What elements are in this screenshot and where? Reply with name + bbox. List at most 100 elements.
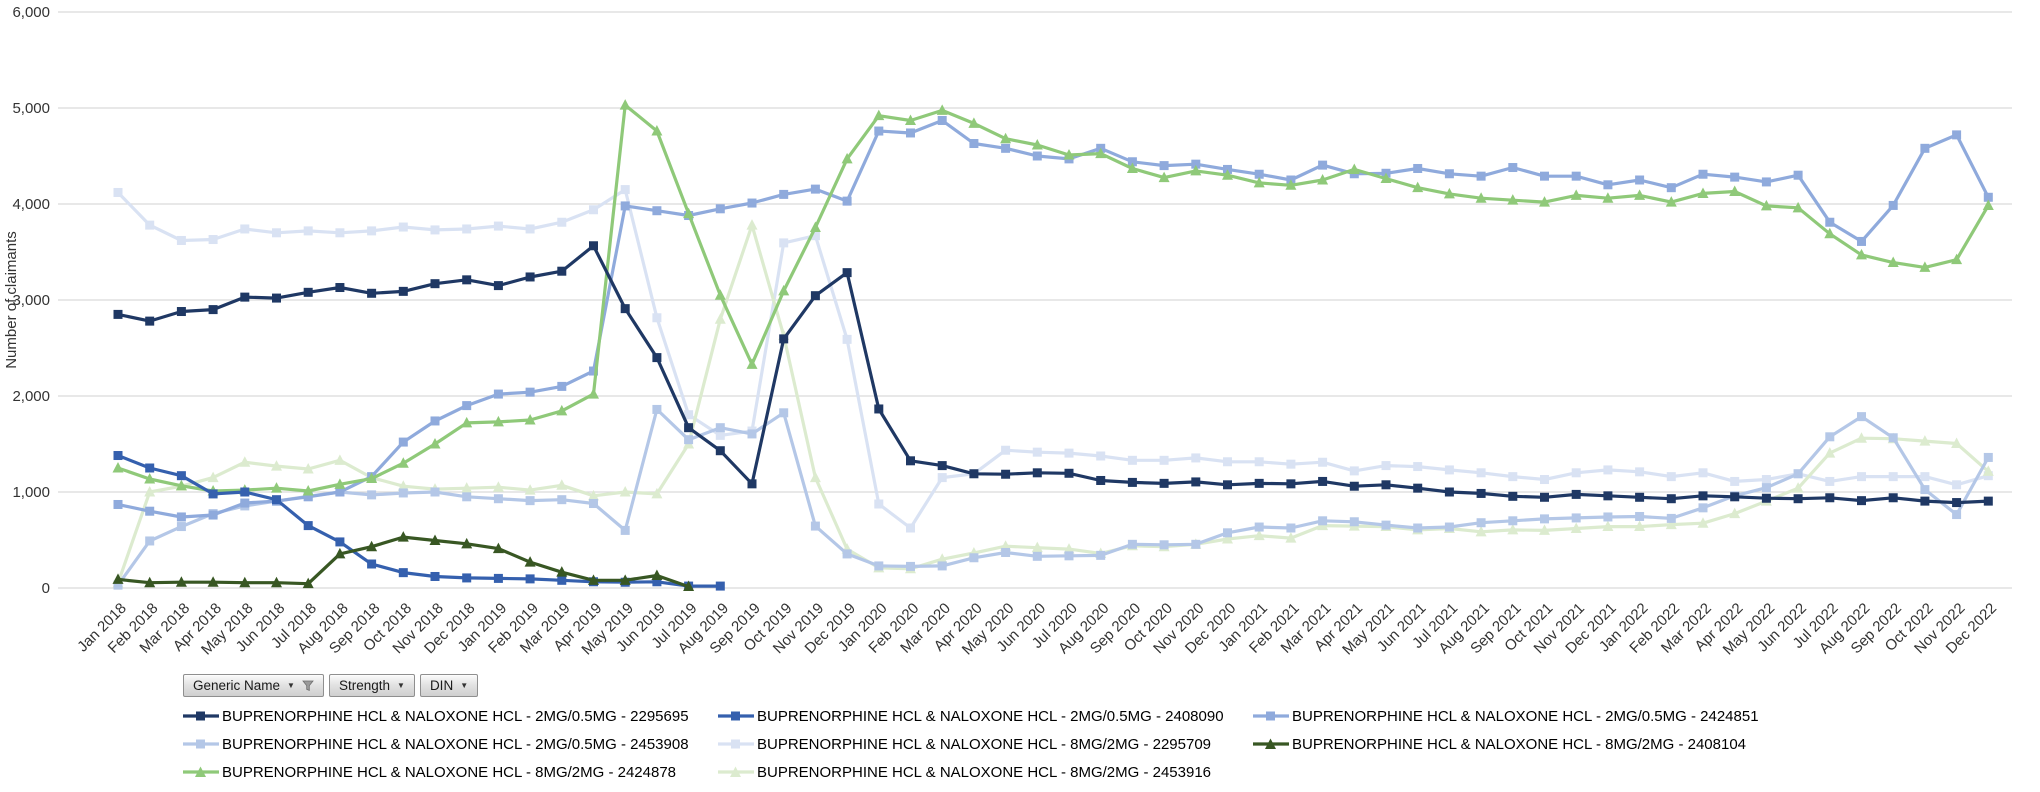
data-point: [1254, 522, 1264, 532]
data-point: [1824, 227, 1836, 239]
filter-button-strength[interactable]: Strength ▼: [328, 674, 415, 697]
data-point: [556, 566, 568, 577]
data-point: [493, 573, 503, 583]
data-point: [1540, 492, 1549, 502]
y-tick-label: 6,000: [12, 4, 50, 21]
data-point: [1508, 491, 1518, 501]
data-point: [430, 487, 440, 497]
data-point: [429, 438, 441, 449]
data-point: [113, 309, 123, 319]
legend-item-2295709: BUPRENORPHINE HCL & NALOXONE HCL - 8MG/2…: [718, 736, 1253, 753]
chart-legend: BUPRENORPHINE HCL & NALOXONE HCL - 2MG/0…: [183, 702, 1788, 786]
data-point: [1191, 539, 1201, 549]
data-point: [1253, 176, 1265, 188]
data-point: [1697, 187, 1709, 198]
data-point: [1191, 477, 1201, 487]
series-line-2453916: [116, 223, 1990, 584]
data-point: [493, 221, 503, 231]
y-tick-label: 0: [42, 580, 50, 597]
data-point: [272, 495, 281, 505]
data-point: [1508, 516, 1518, 526]
data-point: [1825, 432, 1835, 442]
data-point: [1793, 170, 1803, 180]
legend-marker: [183, 739, 219, 749]
filter-button-generic-name[interactable]: Generic Name ▼: [183, 674, 324, 697]
data-point: [683, 580, 695, 592]
data-point: [112, 462, 124, 473]
data-point: [969, 139, 979, 149]
data-point: [1698, 169, 1708, 179]
data-point: [367, 288, 377, 298]
series-2295695: [113, 241, 1993, 508]
legend-marker: [1253, 738, 1289, 749]
data-point: [1507, 194, 1519, 205]
data-point: [873, 109, 885, 121]
series-2424851: [113, 115, 1993, 522]
data-point: [842, 268, 852, 278]
data-point: [1222, 169, 1233, 180]
data-point: [1602, 192, 1614, 203]
data-point: [1253, 529, 1265, 541]
data-point: [1856, 432, 1867, 443]
legend-item-2453916: BUPRENORPHINE HCL & NALOXONE HCL - 8MG/2…: [718, 764, 1253, 781]
data-point: [145, 506, 155, 516]
series-2295709: [113, 185, 1993, 533]
data-point: [841, 152, 853, 164]
data-point: [1318, 516, 1328, 526]
data-point: [1063, 149, 1075, 160]
data-point: [620, 201, 630, 211]
data-point: [240, 487, 250, 497]
data-point: [525, 496, 535, 506]
legend-item-2424851: BUPRENORPHINE HCL & NALOXONE HCL - 2MG/0…: [1253, 708, 1788, 725]
legend-marker: [183, 711, 219, 721]
legend-marker: [1253, 711, 1289, 721]
data-point: [588, 574, 599, 585]
data-point: [1603, 512, 1613, 522]
data-point: [1001, 445, 1011, 455]
data-point: [1475, 525, 1487, 537]
data-point: [936, 553, 948, 564]
data-point: [335, 228, 345, 238]
data-point: [1792, 482, 1804, 493]
data-point: [398, 222, 408, 232]
data-point: [1666, 513, 1676, 523]
data-point: [1413, 462, 1423, 472]
data-point: [557, 575, 567, 585]
data-point: [1254, 478, 1264, 488]
data-point: [1001, 547, 1011, 557]
data-point: [810, 231, 820, 241]
data-point: [1857, 496, 1866, 506]
data-point: [937, 461, 947, 471]
data-point: [842, 334, 852, 344]
data-point: [1635, 175, 1645, 185]
data-point: [1729, 185, 1741, 197]
filter-button-din[interactable]: DIN ▼: [419, 674, 479, 697]
data-point: [525, 574, 535, 584]
data-point: [145, 220, 155, 230]
data-point: [1223, 457, 1232, 467]
data-point: [335, 537, 345, 547]
data-point: [809, 221, 821, 233]
data-point: [1570, 189, 1582, 200]
data-point: [620, 304, 630, 314]
data-point: [493, 281, 503, 291]
data-point: [524, 556, 536, 567]
data-point: [969, 469, 979, 479]
data-point: [1635, 511, 1645, 521]
data-point: [113, 451, 123, 461]
data-point: [1952, 510, 1962, 520]
data-point: [461, 482, 473, 493]
data-point: [272, 293, 281, 303]
series-line-2408090: [117, 454, 721, 588]
legend-label: BUPRENORPHINE HCL & NALOXONE HCL - 8MG/2…: [1292, 735, 1747, 753]
data-point: [779, 408, 789, 418]
data-point: [809, 471, 821, 483]
filter-button-label: Strength: [338, 678, 391, 693]
data-point: [1001, 469, 1011, 479]
data-point: [874, 404, 884, 414]
data-point: [1920, 496, 1930, 506]
data-point: [652, 313, 662, 323]
data-point: [1032, 468, 1042, 478]
data-point: [1857, 472, 1866, 482]
